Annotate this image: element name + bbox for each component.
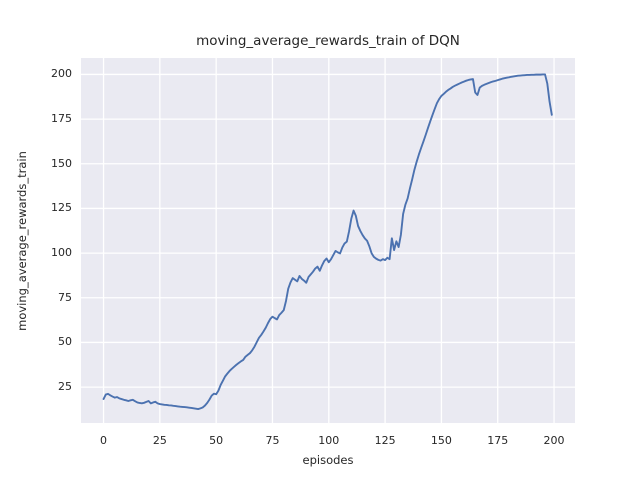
x-axis-label: episodes	[302, 453, 354, 467]
y-tick-label: 25	[58, 380, 72, 394]
y-tick-label: 175	[51, 112, 72, 126]
x-tick-label: 50	[209, 434, 224, 447]
x-tick-label: 175	[487, 434, 509, 447]
y-tick-label: 75	[58, 290, 72, 304]
x-tick-label: 125	[374, 434, 396, 447]
y-tick-label: 200	[51, 67, 72, 81]
x-tick-label: 200	[543, 434, 565, 447]
x-tick-label: 75	[265, 434, 280, 447]
x-tick-label: 25	[152, 434, 167, 447]
y-tick-label: 125	[51, 201, 72, 215]
x-tick-label: 0	[100, 434, 108, 447]
x-tick-label: 100	[318, 434, 340, 447]
x-tick-label: 150	[430, 434, 452, 447]
chart-title: moving_average_rewards_train of DQN	[196, 33, 460, 49]
y-tick-label: 50	[58, 335, 72, 349]
data-line-moving_average_rewards_train	[102, 73, 553, 411]
line-chart-svg	[81, 58, 575, 423]
y-axis-label: moving_average_rewards_train	[15, 151, 29, 331]
plot-area	[81, 58, 575, 423]
y-tick-label: 100	[51, 246, 72, 260]
y-tick-label: 150	[51, 156, 72, 170]
